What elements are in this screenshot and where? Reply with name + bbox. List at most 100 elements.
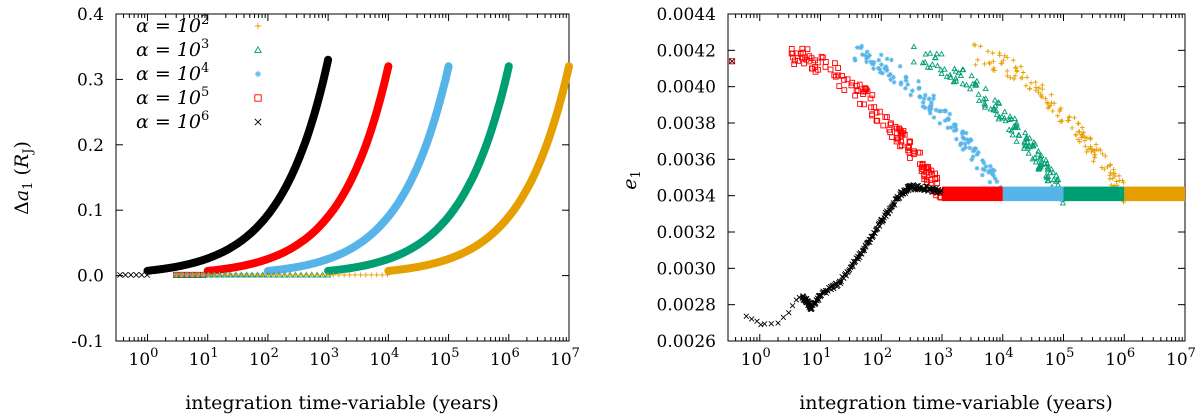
- data-point: [831, 285, 837, 292]
- data-point: [908, 92, 914, 98]
- data-point: [966, 140, 971, 145]
- data-point: [997, 50, 1002, 56]
- data-point: [780, 314, 787, 321]
- data-point: [138, 272, 145, 278]
- data-point: [853, 87, 860, 93]
- data-point: [982, 167, 988, 173]
- data-point: [981, 160, 987, 166]
- series-4: [173, 62, 453, 278]
- right-axis-ticks: 100 101 102 103 104 105 106 107 0.0026 0.0028 0.00…: [657, 5, 1196, 370]
- delta-a-panel: 100 101 102 103 104 105 106 107 -0.1 0.0 0.1 0.2 0.3…: [11, 5, 580, 414]
- data-point: [352, 272, 358, 278]
- data-point: [983, 164, 989, 169]
- data-point: [931, 96, 936, 102]
- left-y-tick-label: 0.0: [77, 267, 104, 287]
- data-point: [878, 52, 884, 58]
- data-point: [1015, 131, 1022, 138]
- data-point: [932, 176, 938, 183]
- data-point: [1024, 138, 1031, 145]
- data-point: [1053, 171, 1060, 178]
- data-point: [292, 272, 299, 278]
- data-point: [189, 272, 196, 278]
- left-x-axis-label: integration time-variable (years): [185, 392, 499, 414]
- data-point: [991, 65, 997, 71]
- data-point: [905, 82, 911, 87]
- data-point: [795, 58, 802, 64]
- data-point: [932, 170, 939, 177]
- data-point: [1024, 74, 1030, 80]
- data-point: [303, 272, 309, 278]
- data-point: [788, 50, 795, 57]
- data-point: [883, 64, 889, 69]
- series-curve: [384, 62, 573, 275]
- data-point: [1029, 155, 1036, 162]
- data-point: [812, 57, 818, 64]
- data-point: [929, 61, 936, 67]
- data-point: [903, 85, 908, 91]
- left-x-tick-label: 106: [490, 346, 520, 370]
- data-point: [887, 129, 894, 136]
- data-point: [867, 95, 874, 102]
- left-y-tick-label: 0.3: [77, 70, 104, 90]
- data-point: [1108, 170, 1113, 176]
- data-point: [927, 64, 934, 70]
- data-point: [990, 50, 996, 56]
- data-point: [898, 81, 904, 87]
- data-point: [947, 74, 954, 80]
- data-point: [1087, 145, 1093, 151]
- data-point: [922, 92, 928, 98]
- left-x-tick-label: 105: [430, 346, 460, 370]
- data-point: [887, 121, 894, 128]
- data-point: [975, 57, 981, 63]
- data-point: [1039, 86, 1045, 92]
- data-point: [844, 76, 851, 83]
- data-point: [992, 68, 998, 74]
- data-point: [1059, 118, 1064, 124]
- data-point: [952, 124, 958, 130]
- data-point: [869, 112, 875, 119]
- data-point: [987, 61, 993, 67]
- data-point: [1044, 177, 1051, 184]
- data-point: [1105, 164, 1110, 170]
- data-point: [1043, 160, 1051, 166]
- data-point: [877, 108, 883, 115]
- data-point: [972, 42, 978, 48]
- legend-label: α = 102: [136, 13, 209, 37]
- data-point: [874, 118, 881, 124]
- data-point: [822, 64, 829, 70]
- data-point: [906, 145, 912, 151]
- data-point: [1020, 70, 1026, 75]
- data-point: [952, 74, 959, 81]
- data-point: [946, 117, 951, 122]
- data-point: [818, 53, 825, 60]
- data-point: [1001, 108, 1008, 115]
- left-y-axis-label: Δa1 (RJ): [11, 141, 36, 215]
- right-x-axis-label: integration time-variable (years): [799, 392, 1113, 414]
- right-x-tick-label: 107: [1166, 346, 1196, 370]
- series-curve: [203, 62, 393, 275]
- data-point: [1024, 145, 1031, 151]
- data-point: [922, 50, 929, 57]
- data-point: [1038, 91, 1044, 97]
- data-point: [1039, 82, 1045, 88]
- data-point: [862, 52, 868, 58]
- data-point: [841, 77, 847, 83]
- data-point: [957, 72, 965, 79]
- data-point: [1075, 121, 1081, 127]
- right-x-tick-label: 104: [984, 346, 1014, 370]
- data-point: [876, 57, 882, 63]
- data-point: [179, 272, 185, 278]
- data-point: [898, 128, 904, 135]
- data-point: [1065, 117, 1071, 123]
- data-point: [953, 127, 959, 133]
- data-point: [1002, 53, 1007, 59]
- data-point: [184, 272, 190, 278]
- data-point: [815, 66, 821, 73]
- data-point: [1010, 122, 1018, 129]
- data-point: [1091, 158, 1096, 164]
- data-point: [379, 272, 385, 278]
- legend-marker: [254, 118, 262, 126]
- data-point: [1102, 153, 1108, 159]
- data-point: [841, 87, 848, 93]
- data-point: [282, 272, 288, 278]
